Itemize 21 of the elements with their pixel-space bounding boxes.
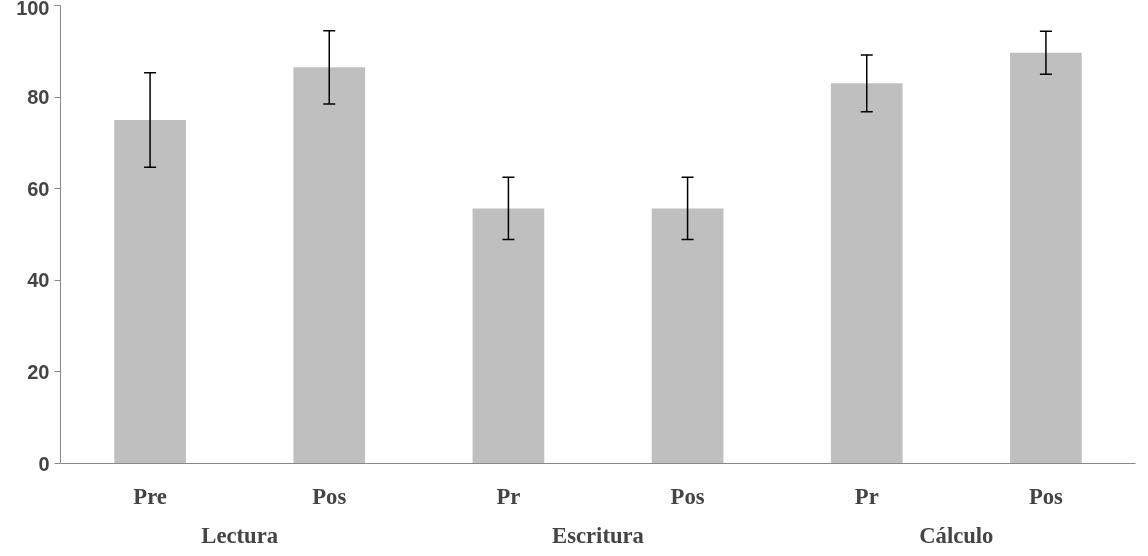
bar — [651, 208, 724, 464]
text: Lectura — [201, 522, 279, 548]
bar — [1010, 52, 1082, 464]
y-tick-label: 60 — [27, 177, 50, 200]
x-tick-label: Pr — [854, 483, 879, 509]
text: Cálculo — [919, 522, 994, 548]
text: Escritura — [552, 522, 644, 548]
bar — [472, 208, 545, 464]
bar — [114, 120, 186, 464]
x-tick-label: Pos — [312, 483, 347, 509]
y-tick-label: 100 — [16, 0, 50, 19]
bar — [830, 83, 903, 464]
y-tick-label: 0 — [38, 452, 50, 475]
y-tick-label: 80 — [27, 86, 50, 109]
x-tick-label: Pre — [133, 483, 167, 509]
bar — [293, 67, 366, 464]
y-tick-label: 20 — [27, 360, 50, 383]
x-tick-label: Pr — [496, 483, 521, 509]
x-tick-label: Pos — [1028, 483, 1064, 509]
y-tick-label: 40 — [27, 269, 50, 292]
x-tick-label: Pos — [670, 483, 705, 509]
